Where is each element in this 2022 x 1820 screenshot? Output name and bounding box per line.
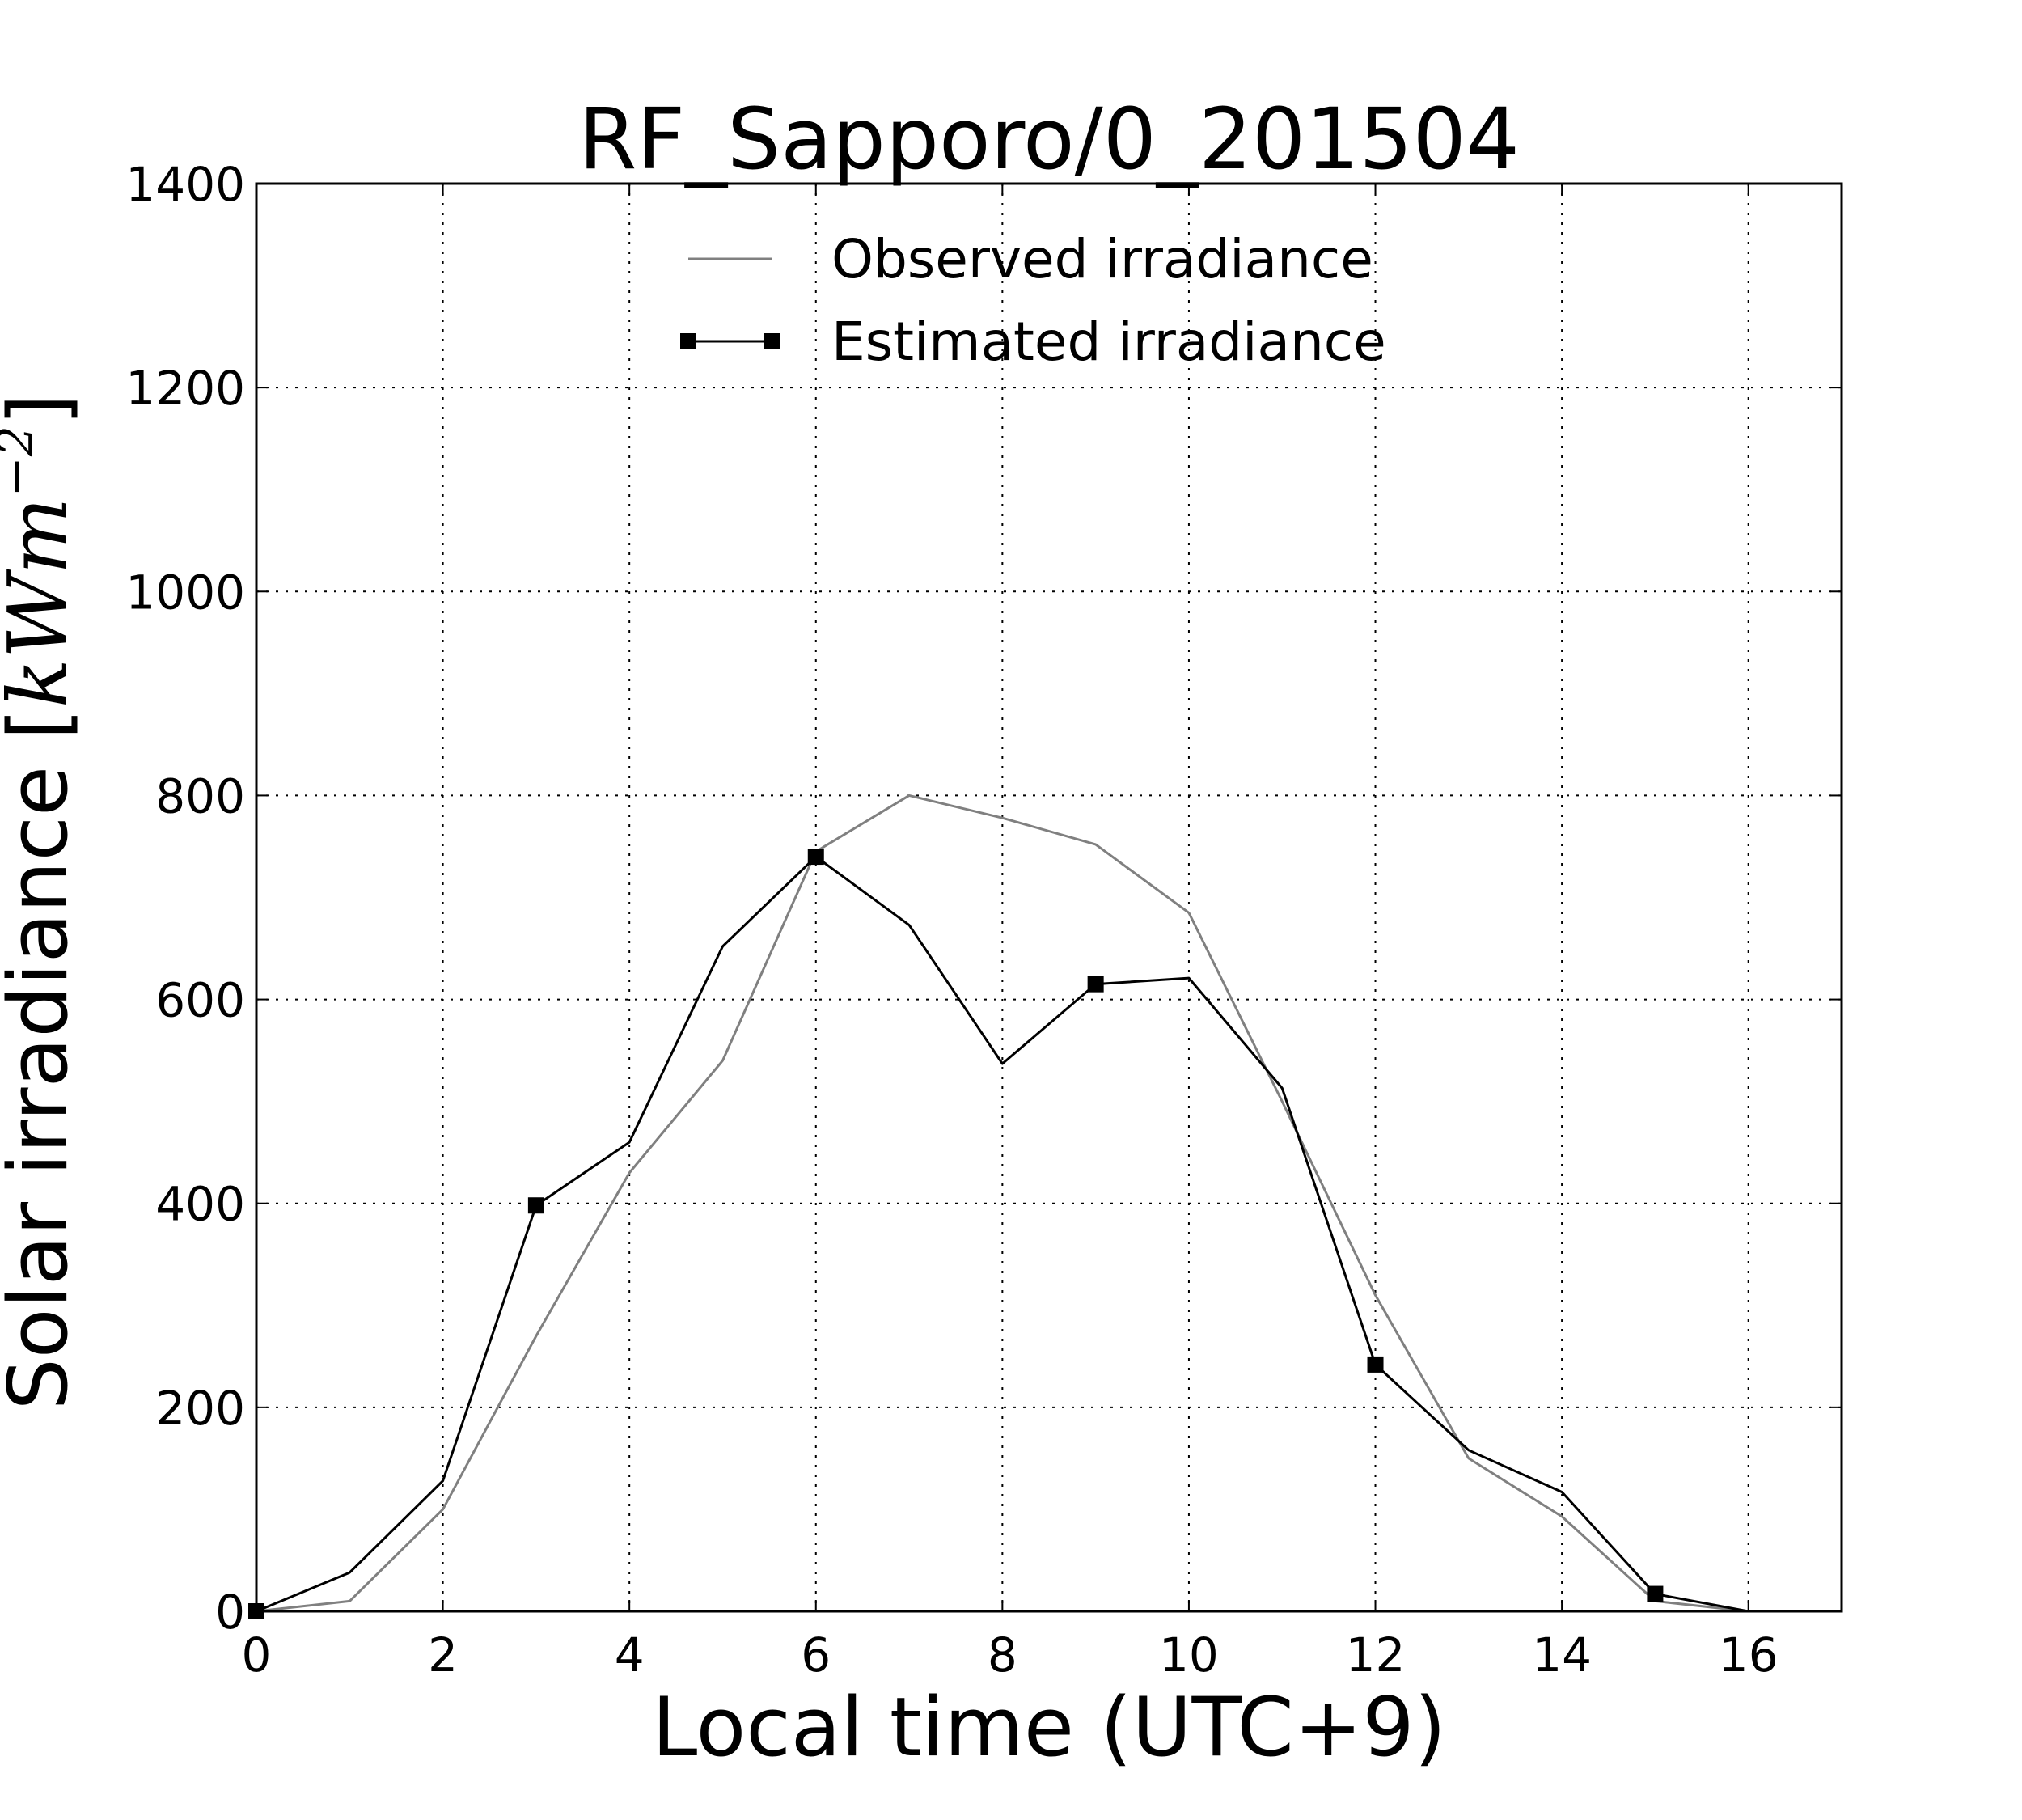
legend-label-estimated: Estimated irradiance <box>831 311 1386 373</box>
series-layer <box>248 794 1842 1619</box>
data-point-estimated <box>527 1197 544 1214</box>
data-point-estimated <box>1087 976 1104 993</box>
series-line-observed <box>256 794 1842 1613</box>
data-point-estimated <box>807 849 824 866</box>
x-axis-label: Local time (UTC+9) <box>652 1679 1446 1775</box>
y-axis-label-unit-close: ] <box>0 394 86 425</box>
legend-marker-estimated-right <box>764 333 780 349</box>
data-point-estimated <box>1367 1356 1384 1373</box>
y-tick-label: 1400 <box>125 157 245 212</box>
x-tick-label: 10 <box>1159 1627 1219 1682</box>
x-tick-label: 6 <box>801 1627 831 1682</box>
y-axis-label: Solar irradiance [kWm−2] <box>0 394 86 1411</box>
chart-title: RF_Sapporo/0_201504 <box>578 90 1520 188</box>
x-tick-label: 14 <box>1532 1627 1592 1682</box>
series-line-estimated <box>256 855 1842 1613</box>
x-tick-label: 8 <box>988 1627 1017 1682</box>
data-point-estimated <box>1647 1585 1664 1602</box>
x-tick-label: 16 <box>1719 1627 1779 1682</box>
y-tick-label: 800 <box>155 768 245 823</box>
y-axis-label-unit-open: [ <box>0 708 86 739</box>
y-tick-label: 200 <box>155 1381 245 1436</box>
y-tick-label: 400 <box>155 1177 245 1232</box>
x-tick-label: 0 <box>242 1627 272 1682</box>
y-tick-label: 1200 <box>125 361 245 416</box>
legend-marker-estimated-left <box>680 333 696 349</box>
y-axis-label-unit-exponent: −2 <box>0 425 44 497</box>
grid <box>256 184 1842 1611</box>
x-tick-label: 4 <box>615 1627 645 1682</box>
legend: Observed irradiance Estimated irradiance <box>680 228 1386 373</box>
tick-labels: 0 2 4 6 8 10 12 14 16 0 200 400 600 800 1000 1200 1400 <box>125 157 1778 1682</box>
y-tick-label: 600 <box>155 973 245 1028</box>
y-axis-label-unit: kWm <box>0 497 86 709</box>
plot-frame <box>255 182 1843 1613</box>
axis-ticks <box>256 183 1842 1612</box>
x-tick-label: 12 <box>1346 1627 1406 1682</box>
x-tick-label: 2 <box>428 1627 458 1682</box>
legend-label-observed: Observed irradiance <box>831 228 1373 290</box>
y-tick-label: 1000 <box>125 565 245 620</box>
y-tick-label: 0 <box>215 1585 245 1640</box>
y-axis-label-text: Solar irradiance <box>0 740 86 1411</box>
